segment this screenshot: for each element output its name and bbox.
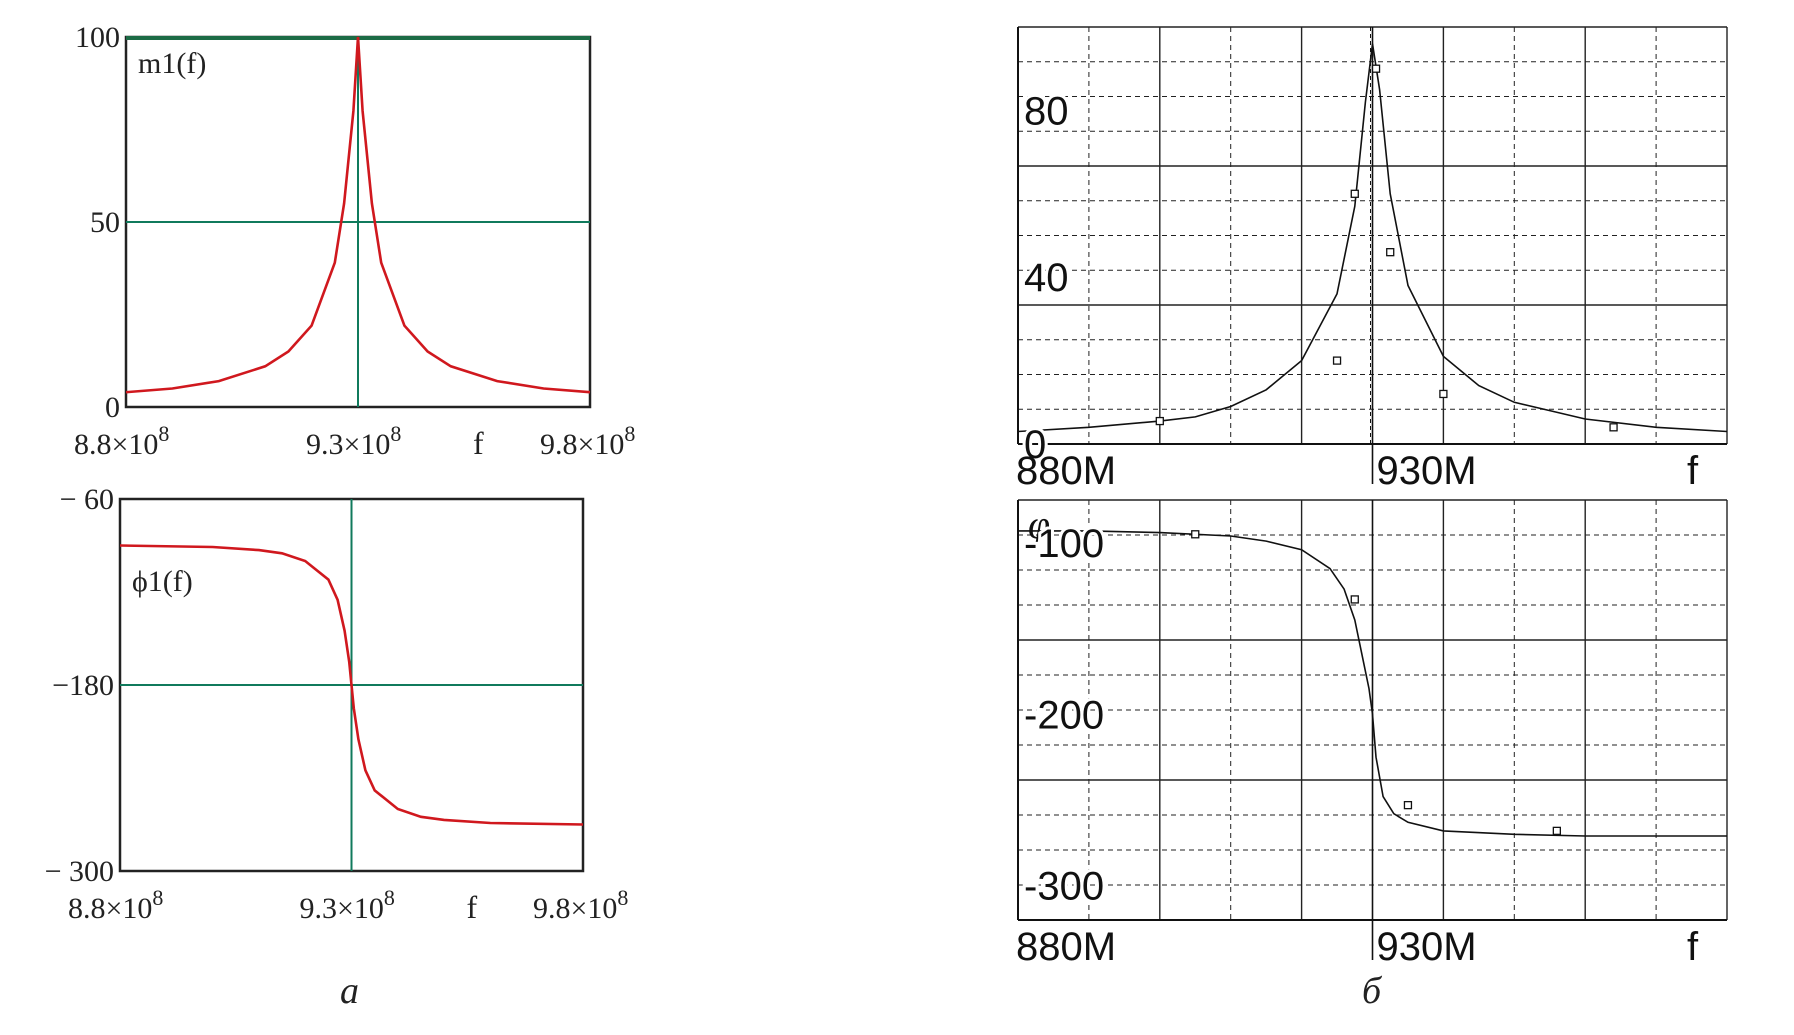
data-marker	[1386, 248, 1395, 257]
x-tick-label: 930M	[1377, 925, 1477, 969]
grid	[1017, 499, 1728, 960]
y-tick-label: 0	[105, 391, 120, 424]
caption-a: а	[340, 970, 359, 1012]
grid	[126, 36, 590, 407]
x-axis-label: f	[473, 425, 484, 461]
y-tick-label: − 300	[45, 855, 114, 888]
x-tick-label: 8.8×108	[74, 421, 169, 461]
y-tick-label: -200	[1024, 693, 1104, 737]
y-axis-label: φ	[1028, 502, 1050, 547]
x-tick-label: 8.8×108	[68, 885, 163, 925]
series-line	[1018, 530, 1727, 837]
series-line	[119, 544, 584, 826]
y-tick-label: 0	[1024, 423, 1046, 467]
chart-b-phase: φ -100 -200 -300 880M 930M f	[1016, 499, 1728, 969]
y-tick-label: -300	[1024, 865, 1104, 909]
series-line	[1017, 43, 1728, 433]
series-markers	[1191, 530, 1561, 836]
y-tick-label: −180	[52, 669, 114, 702]
x-axis-label: f	[467, 889, 478, 925]
data-marker	[1439, 389, 1448, 399]
x-tick-label: 9.8×108	[533, 885, 628, 925]
data-marker	[1552, 826, 1561, 836]
series-markers	[1155, 64, 1618, 432]
x-tick-label: 930M	[1377, 449, 1477, 493]
y-tick-label: -100	[1024, 522, 1104, 566]
y-axis-label: m1(f)	[138, 47, 206, 80]
y-tick-label: 100	[75, 21, 120, 54]
y-tick-label: 50	[90, 206, 120, 239]
x-axis-label: f	[1687, 925, 1699, 969]
y-tick-label: − 60	[60, 483, 114, 516]
chart-b-magnitude: 80 40 0 880M 930M f	[1016, 26, 1728, 493]
y-tick-label: 80	[1024, 89, 1069, 133]
grid	[1017, 26, 1728, 484]
x-axis-label: f	[1687, 449, 1699, 493]
data-marker	[1191, 530, 1200, 539]
data-marker	[1609, 423, 1618, 432]
y-axis-label: ϕ1(f)	[132, 565, 193, 598]
series-line	[125, 36, 591, 394]
x-tick-label: 9.3×108	[300, 885, 395, 925]
data-marker	[1332, 356, 1342, 365]
x-tick-label: 9.3×108	[306, 421, 401, 461]
data-marker	[1155, 416, 1164, 426]
x-tick-label: 880M	[1016, 925, 1116, 969]
x-tick-label: 880M	[1016, 449, 1116, 493]
data-marker	[1350, 189, 1359, 198]
chart-a-magnitude: m1(f) 100 50 0 8.8×108 9.3×108 9.8×108 f	[74, 21, 635, 461]
y-tick-label: 40	[1024, 256, 1069, 300]
caption-b: б	[1362, 970, 1383, 1012]
data-marker	[1350, 595, 1359, 604]
data-marker	[1371, 64, 1381, 73]
data-marker	[1403, 800, 1413, 810]
chart-a-phase: ϕ1(f) − 60 −180 − 300 8.8×108 9.3×108 9.…	[45, 483, 629, 925]
x-tick-label: 9.8×108	[540, 421, 635, 461]
